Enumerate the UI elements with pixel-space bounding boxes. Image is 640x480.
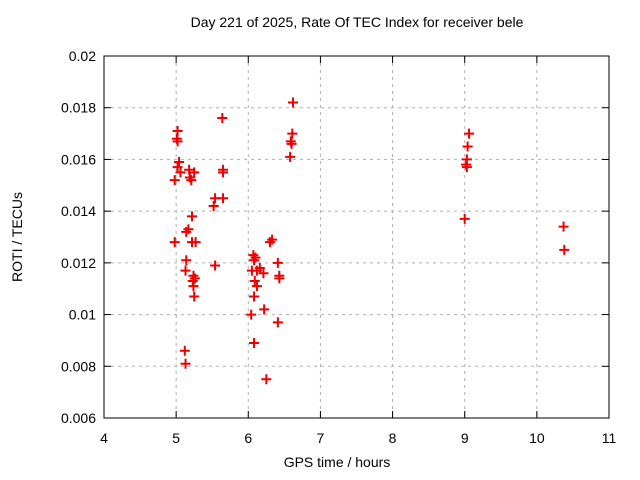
data-point-marker [181,255,192,266]
data-point-marker [286,138,297,149]
data-point-marker [188,281,199,292]
x-tick-label: 7 [317,430,325,446]
data-point-marker [169,175,180,186]
data-point-marker [180,358,191,369]
data-point-marker [274,273,285,284]
data-point-marker [251,281,262,292]
data-point-marker [461,162,472,173]
plot-border [103,55,610,419]
x-tick-label: 5 [172,430,180,446]
x-tick-label: 10 [529,430,545,446]
data-point-marker [261,374,272,385]
data-point-marker [175,167,186,178]
y-tick-label: 0.02 [69,48,96,64]
x-tick-label: 9 [461,430,469,446]
y-tick-label: 0.006 [61,410,96,426]
data-point-marker [179,345,190,356]
data-point-marker [559,244,570,255]
data-point-marker [218,167,229,178]
y-tick-label: 0.012 [61,255,96,271]
data-point-marker [217,113,228,124]
y-tick-label: 0.018 [61,100,96,116]
data-point-marker [189,291,200,302]
data-point-marker [287,128,298,139]
data-point-marker [258,268,269,279]
data-point-marker [249,291,260,302]
y-tick-label: 0.01 [69,307,96,323]
data-point-marker [558,221,569,232]
data-point-marker [186,175,197,186]
data-point-marker [285,151,296,162]
y-tick-label: 0.014 [61,203,96,219]
chart-title: Day 221 of 2025, Rate Of TEC Index for r… [190,14,524,30]
data-point-marker [169,237,180,248]
data-point-marker [210,260,221,271]
data-point-marker [272,317,283,328]
data-point-marker [189,167,200,178]
data-point-marker [187,211,198,222]
data-point-marker [210,193,221,204]
y-tick-label: 0.008 [61,358,96,374]
x-tick-label: 4 [100,430,108,446]
data-point-marker [459,213,470,224]
data-point-marker [249,338,260,349]
x-tick-label: 6 [244,430,252,446]
data-point-marker [464,128,475,139]
data-point-marker [246,309,257,320]
x-tick-label: 8 [389,430,397,446]
data-point-marker [462,141,473,152]
data-point-marker [288,97,299,108]
y-tick-label: 0.016 [61,151,96,167]
data-point-marker [172,162,183,173]
data-point-marker [172,136,183,147]
data-point-marker [208,200,219,211]
data-point-marker [254,263,265,274]
x-tick-label: 11 [602,430,617,446]
data-point-marker [180,265,191,276]
data-point-marker [190,237,201,248]
data-point-marker [249,275,260,286]
data-point-marker [272,257,283,268]
data-point-marker [264,237,275,248]
data-point-marker [259,304,270,315]
data-point-marker [249,255,260,266]
x-axis-label: GPS time / hours [283,454,391,470]
data-point-marker [174,157,185,168]
data-point-marker [181,226,192,237]
